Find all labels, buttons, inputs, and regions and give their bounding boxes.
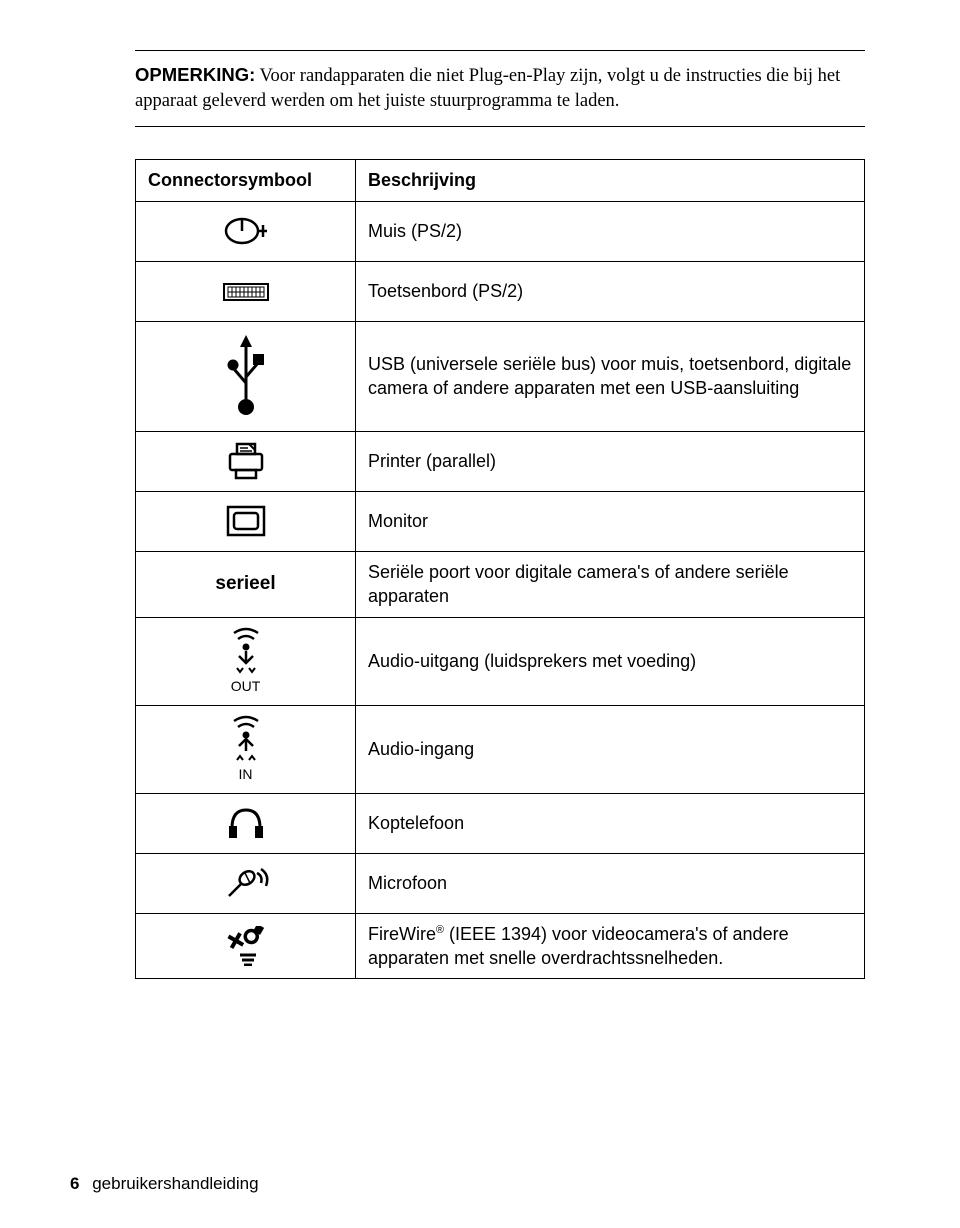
row-desc: Audio-uitgang (luidsprekers met voeding) (356, 617, 865, 705)
table-row: IN Audio-ingang (136, 705, 865, 793)
row-desc: Koptelefoon (356, 793, 865, 853)
table-row: serieel Seriële poort voor digitale came… (136, 551, 865, 617)
page-number: 6 (70, 1174, 79, 1193)
mouse-icon (222, 214, 270, 248)
mic-icon (223, 866, 269, 900)
serial-cell: serieel (136, 551, 356, 617)
in-label: IN (148, 765, 343, 784)
header-symbol: Connectorsymbool (136, 159, 356, 201)
row-desc: Audio-ingang (356, 705, 865, 793)
row-desc: Toetsenbord (PS/2) (356, 261, 865, 321)
serial-label: serieel (215, 573, 275, 594)
firewire-icon (226, 926, 266, 966)
row-desc: FireWire® (IEEE 1394) voor videocamera's… (356, 913, 865, 979)
printer-icon-cell (136, 431, 356, 491)
mouse-icon-cell (136, 201, 356, 261)
headphones-icon-cell (136, 793, 356, 853)
firewire-icon-cell (136, 913, 356, 979)
row-desc: Microfoon (356, 853, 865, 913)
headphones-icon (224, 806, 268, 840)
row-desc: Muis (PS/2) (356, 201, 865, 261)
audio-out-icon-cell: OUT (136, 617, 356, 705)
audio-out-icon (226, 627, 266, 675)
table-row: FireWire® (IEEE 1394) voor videocamera's… (136, 913, 865, 979)
row-desc: Monitor (356, 491, 865, 551)
audio-in-icon (226, 715, 266, 763)
table-row: Muis (PS/2) (136, 201, 865, 261)
keyboard-icon (222, 280, 270, 304)
row-desc: USB (universele seriële bus) voor muis, … (356, 321, 865, 431)
table-row: OUT Audio-uitgang (luidsprekers met voed… (136, 617, 865, 705)
table-row: Koptelefoon (136, 793, 865, 853)
row-desc: Seriële poort voor digitale camera's of … (356, 551, 865, 617)
table-row: Toetsenbord (PS/2) (136, 261, 865, 321)
mic-icon-cell (136, 853, 356, 913)
keyboard-icon-cell (136, 261, 356, 321)
page-footer: 6 gebruikershandleiding (70, 1174, 259, 1194)
table-row: Printer (parallel) (136, 431, 865, 491)
connectors-table: Connectorsymbool Beschrijving Muis (PS/2… (135, 159, 865, 979)
printer-icon (226, 441, 266, 481)
row-desc: Printer (parallel) (356, 431, 865, 491)
usb-icon-cell (136, 321, 356, 431)
usb-icon (225, 335, 267, 417)
table-row: Monitor (136, 491, 865, 551)
footer-title: gebruikershandleiding (92, 1174, 258, 1193)
header-desc: Beschrijving (356, 159, 865, 201)
note-label: OPMERKING: (135, 64, 255, 85)
out-label: OUT (148, 677, 343, 696)
table-row: Microfoon (136, 853, 865, 913)
note-box: OPMERKING: Voor randapparaten die niet P… (135, 50, 865, 127)
monitor-icon (225, 504, 267, 538)
table-row: USB (universele seriële bus) voor muis, … (136, 321, 865, 431)
monitor-icon-cell (136, 491, 356, 551)
audio-in-icon-cell: IN (136, 705, 356, 793)
